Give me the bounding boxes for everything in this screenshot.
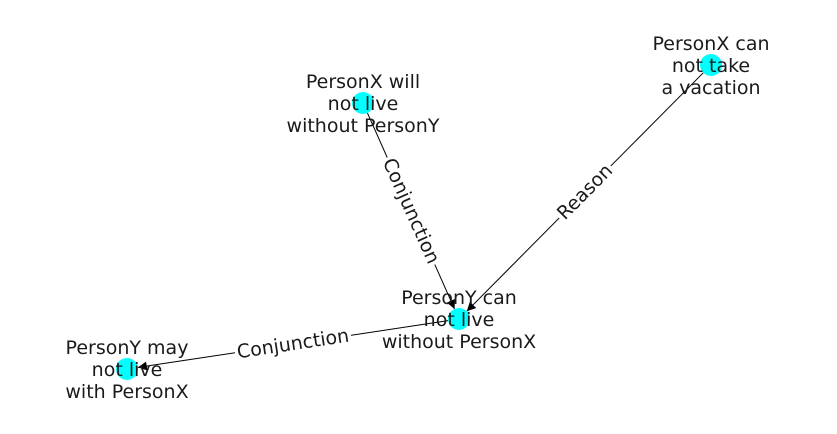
nodes-layer: PersonX can not take a vacation PersonX wil… [65, 33, 769, 403]
node-label-line: PersonX can [652, 33, 769, 55]
node-label-line: not take [672, 55, 750, 77]
edge-label-background [377, 153, 445, 269]
node-label-line: without PersonY [287, 115, 440, 137]
node-n2 [352, 92, 374, 114]
node-label-line: with PersonX [65, 381, 188, 403]
node-label-line: PersonY may [66, 337, 189, 359]
edge-label-group: Conjunction [233, 324, 353, 364]
node-label-line: not live [328, 93, 399, 115]
edge-label-background [233, 324, 353, 364]
edge-label: Reason [553, 160, 617, 225]
edge-label-background [551, 158, 619, 226]
edge-label: Conjunction [378, 155, 444, 267]
node-label-line: not live [92, 359, 163, 381]
edge-label: Conjunction [235, 325, 350, 364]
node-label-line: without PersonX [382, 331, 536, 353]
node-n1 [700, 54, 722, 76]
node-label-line: PersonX will [306, 71, 420, 93]
node-label-line: PersonY can [401, 287, 517, 309]
node-label: PersonX will not live without PersonY [287, 71, 440, 137]
node-label-line: not live [424, 309, 495, 331]
node-label: PersonY can not live without PersonX [382, 287, 536, 353]
node-label: PersonX can not take a vacation [652, 33, 769, 99]
edge-label-group: Conjunction [377, 153, 445, 269]
node-label-line: a vacation [661, 77, 760, 99]
node-label: PersonY may not live with PersonX [65, 337, 188, 403]
edge-label-group: Reason [551, 158, 619, 226]
node-n4 [116, 358, 138, 380]
node-n3 [448, 308, 470, 330]
